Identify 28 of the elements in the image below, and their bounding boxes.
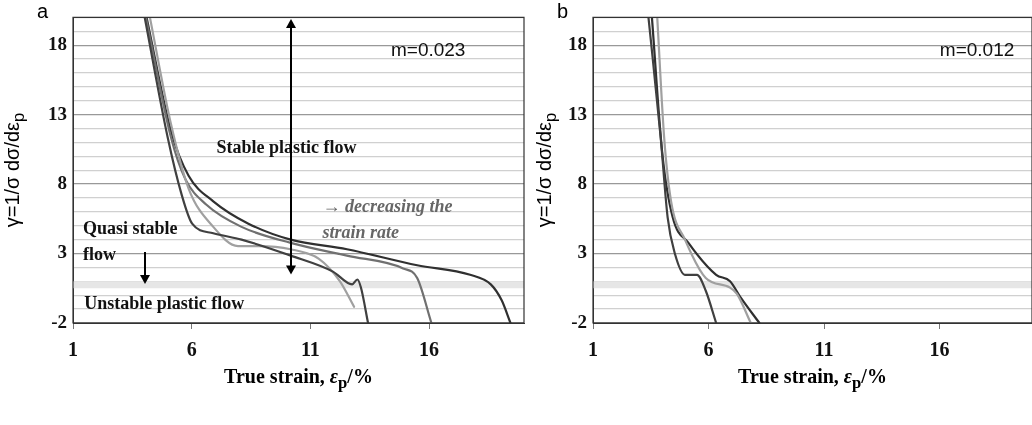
x-axis-title: True strain, ε$_{p}$/%	[224, 365, 373, 393]
annotation: m=0.012	[939, 39, 1015, 61]
y-tick-label: 8	[577, 172, 587, 193]
y-tick-label: -2	[51, 310, 67, 332]
x-tick-label: 6	[186, 338, 197, 361]
y-tick-label: 3	[57, 241, 67, 263]
chart-title: a	[37, 0, 49, 23]
y-tick-label: 18	[48, 33, 67, 55]
y-tick-label: 13	[48, 102, 67, 124]
x-tick-label: 11	[814, 338, 834, 361]
x-axis-title: True strain, ε$_{p}$/%	[738, 365, 887, 393]
annotation: Quasi stable flow	[82, 218, 178, 265]
chart-title: b	[557, 0, 569, 23]
x-tick-label: 11	[300, 338, 320, 361]
x-tick-label: 1	[588, 338, 598, 361]
x-tick-label: 6	[703, 338, 714, 361]
line-series	[647, 17, 718, 323]
x-tick-label: 1	[68, 338, 78, 361]
annotation: m=0.023	[390, 39, 466, 61]
y-tick-label: -2	[571, 310, 587, 332]
x-tick-label: 16	[419, 338, 440, 361]
y-tick-label: 8	[57, 172, 67, 193]
y-tick-label: 13	[568, 102, 587, 124]
annotation: → decreasing the strain rate	[321, 195, 453, 242]
y-tick-label: 3	[577, 241, 587, 263]
x-tick-label: 16	[929, 338, 950, 361]
annotation: Unstable plastic flow	[84, 293, 245, 314]
y-tick-label: 18	[568, 33, 587, 55]
